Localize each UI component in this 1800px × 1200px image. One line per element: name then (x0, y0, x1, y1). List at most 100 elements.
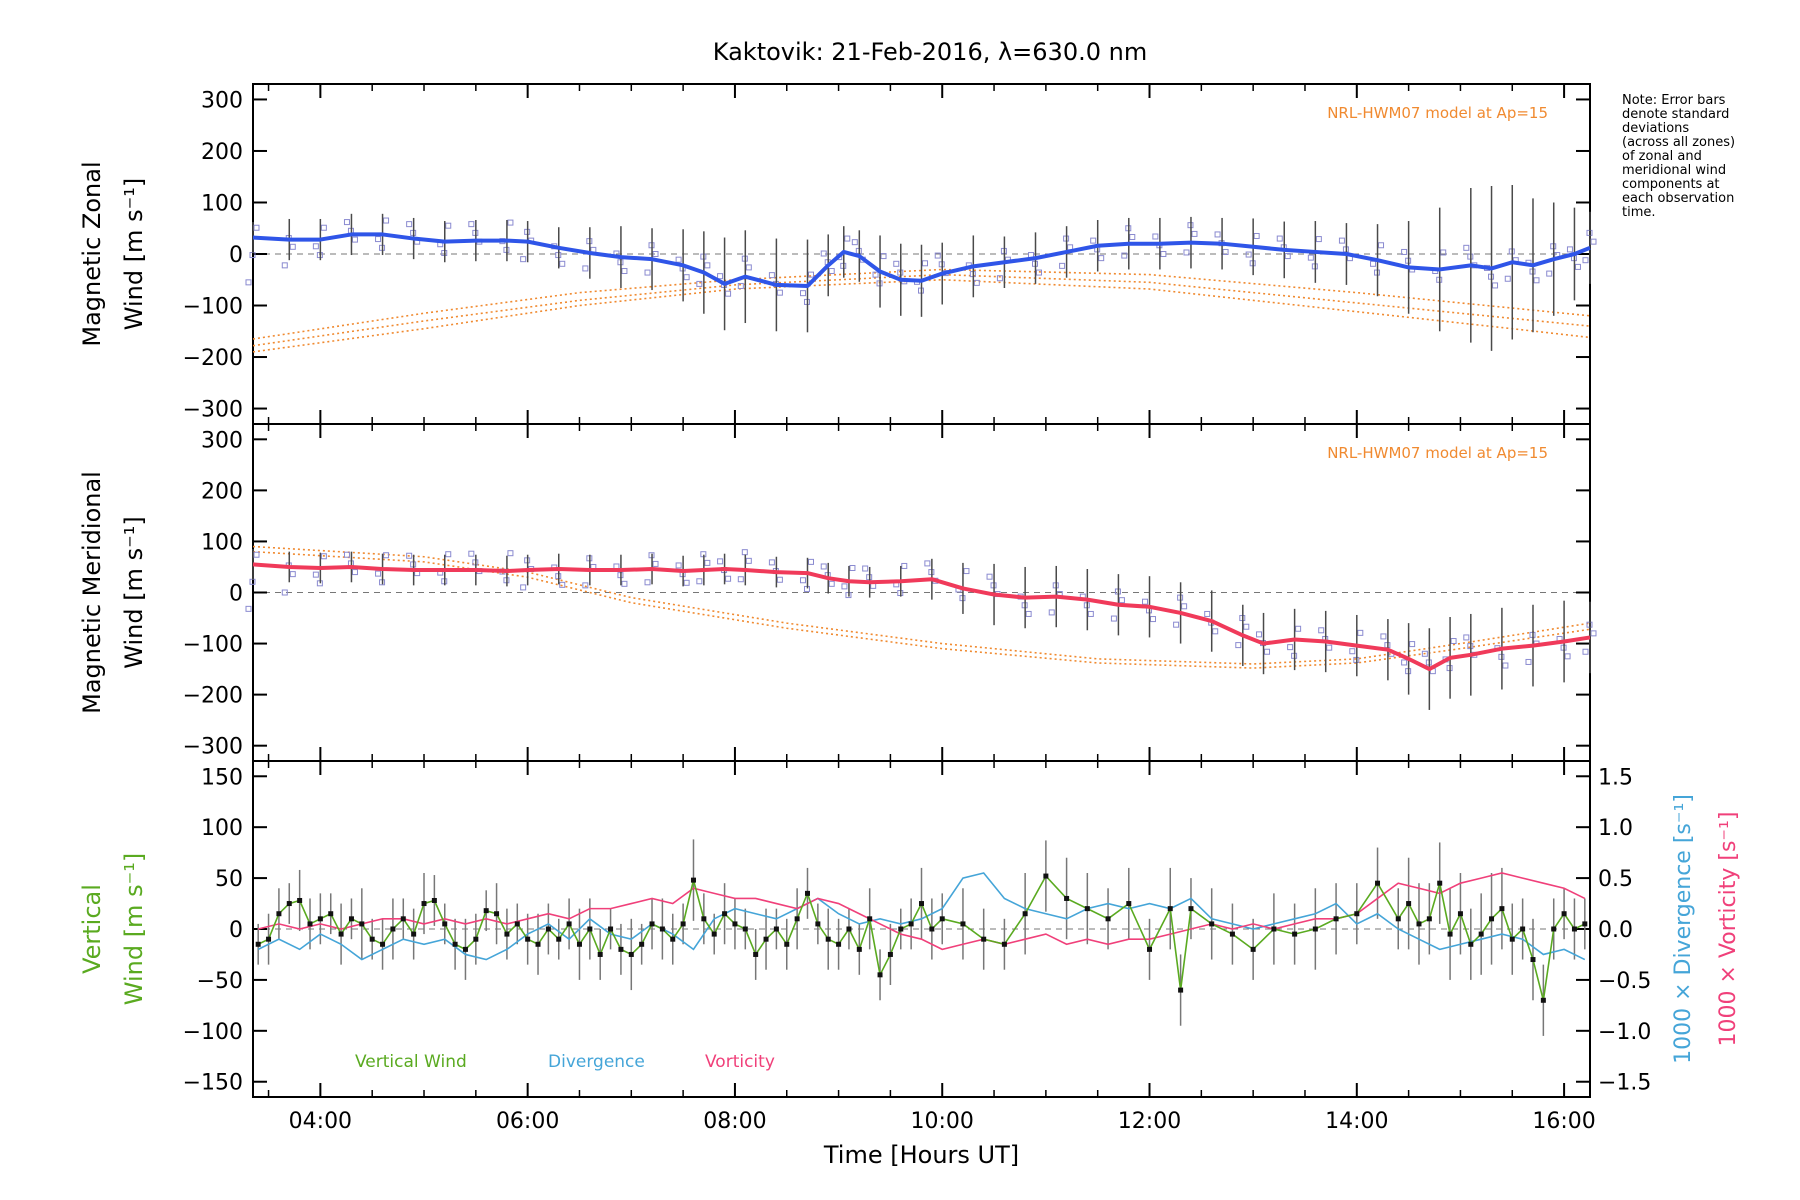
vertical-wind-point (452, 941, 458, 947)
vertical-wind-point (649, 921, 655, 927)
zone-point (312, 243, 319, 250)
zone-point (1087, 610, 1094, 617)
vertical-wind-point (1084, 906, 1090, 912)
vorticity-axis-label: 1000 × Vorticity [s⁻¹] (1716, 812, 1741, 1047)
zone-point (1564, 653, 1571, 660)
zone-point (828, 268, 835, 275)
vertical-wind-point (1333, 916, 1339, 922)
zone-point (799, 577, 806, 584)
y-tick-label: −100 (183, 633, 243, 658)
zone-point (1504, 275, 1511, 282)
vertical-wind-point (535, 941, 541, 947)
note-line: of zonal and (1622, 149, 1702, 164)
vertical-wind-point (608, 926, 614, 932)
vertical-wind-point (1354, 911, 1360, 917)
zone-point (1546, 270, 1553, 277)
vertical-wind-point (317, 916, 323, 922)
chart-title: Kaktovik: 21-Feb-2016, λ=630.0 nm (713, 38, 1147, 66)
y-tick-label: −100 (183, 1020, 243, 1045)
vertical-wind-point (359, 921, 365, 927)
x-tick-label: 06:00 (496, 1109, 559, 1134)
vertical-wind-point (411, 931, 417, 937)
note-line: (across all zones) (1622, 135, 1736, 150)
vertical-wind-point (981, 936, 987, 942)
zone-point (1566, 246, 1573, 253)
vertical-wind-point (815, 921, 821, 927)
y-tick-label: 0 (229, 243, 243, 268)
zone-point (1152, 233, 1159, 240)
zone-point (559, 581, 566, 588)
vertical-wind-point (732, 921, 738, 927)
vertical-wind-point (473, 936, 479, 942)
zone-point (1409, 641, 1416, 648)
zone-point (1160, 251, 1167, 258)
vertical-wind-point (504, 931, 510, 937)
vertical-wind-point (1437, 880, 1443, 886)
note-line: components at (1622, 177, 1720, 192)
zone-point (582, 265, 589, 272)
vertical-wind-point (742, 926, 748, 932)
vertical-wind-point (545, 926, 551, 932)
y-tick-label: 100 (201, 816, 243, 841)
vertical-wind-point (556, 936, 562, 942)
y-tick-label: 0 (229, 582, 243, 607)
vertical-wind-point (297, 897, 303, 903)
vertical-wind-point (421, 901, 427, 907)
x-tick-label: 10:00 (911, 1109, 974, 1134)
vertical-wind-point (1188, 906, 1194, 912)
zone-point (683, 274, 690, 281)
zone-point (621, 580, 628, 587)
zone-point (696, 578, 703, 585)
zone-point (862, 565, 869, 572)
y-tick-label: 300 (201, 88, 243, 113)
zone-point (1204, 610, 1211, 617)
zone-point (807, 271, 814, 278)
vertical-wind-point (908, 921, 914, 927)
zone-point (1492, 282, 1499, 289)
zone-point (1326, 644, 1333, 651)
vertical-wind-point (1540, 997, 1546, 1003)
vertical-wind-point (794, 916, 800, 922)
zone-point (1253, 232, 1260, 239)
y-tick-label: 100 (201, 530, 243, 555)
y-tick-label: −200 (183, 684, 243, 709)
vertical-wind-point (1499, 906, 1505, 912)
vertical-wind-point (1447, 931, 1453, 937)
zone-point (245, 279, 252, 286)
zone-point (1276, 235, 1283, 242)
zone-point (652, 560, 659, 567)
zone-point (1463, 244, 1470, 251)
model-label: NRL-HWM07 model at Ap=15 (1327, 444, 1548, 462)
zone-point (924, 560, 931, 567)
y-tick-label: −300 (183, 735, 243, 760)
y-tick-label: −50 (197, 969, 243, 994)
vertical-wind-point (566, 921, 572, 927)
vertical-wind-point (680, 921, 686, 927)
vertical-wind-point (328, 911, 334, 917)
zone-point (1222, 248, 1229, 255)
zone-point (1582, 648, 1589, 655)
vertical-wind-point (887, 951, 893, 957)
zone-point (644, 269, 651, 276)
vertical-wind-point (1582, 921, 1588, 927)
vertical-wind-point (1178, 987, 1184, 993)
zone-point (1212, 628, 1219, 635)
vertical-wind-point (1406, 901, 1412, 907)
zone-point (901, 562, 908, 569)
zone-point (973, 279, 980, 286)
vertical-wind-point (711, 931, 717, 937)
x-tick-label: 12:00 (1118, 1109, 1181, 1134)
vertical-wind-point (348, 916, 354, 922)
zone-point (468, 221, 475, 228)
zone-point (406, 221, 413, 228)
model-label: NRL-HWM07 model at Ap=15 (1327, 104, 1548, 122)
vertical-wind-point (628, 951, 634, 957)
vertical-panel: 150 100 50 0 −50 −100 −150 Vertical Wind [m s⁻¹]… (78, 760, 1741, 1098)
vertical-wind-point (1105, 916, 1111, 922)
zone-point (1191, 230, 1198, 237)
zone-point (675, 256, 682, 263)
legend-entry: Vorticity (705, 1052, 775, 1072)
zone-point (893, 260, 900, 267)
vertical-wind-point (390, 926, 396, 932)
zone-point (520, 256, 527, 263)
